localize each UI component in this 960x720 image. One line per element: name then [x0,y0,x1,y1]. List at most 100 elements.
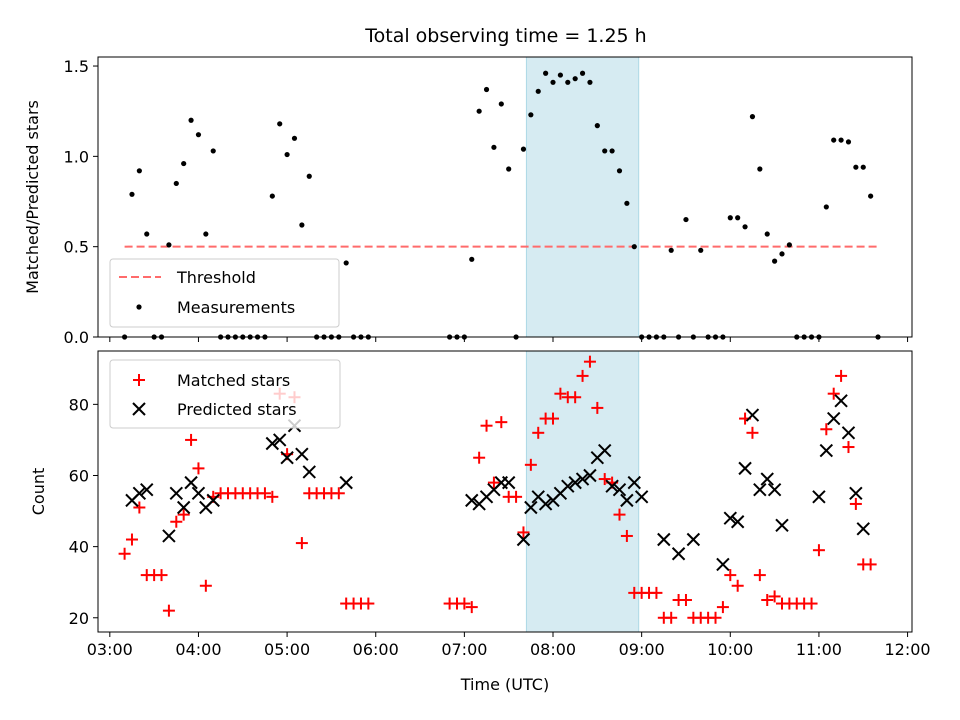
matched-star-point [266,490,279,503]
measurement-point [631,244,637,250]
matched-star-point [133,501,146,514]
matched-star-point [465,601,478,614]
matched-star-point [746,426,759,439]
predicted-star-point [634,490,649,504]
matched-star-point [768,590,781,603]
measurement-point [306,173,312,179]
matched-star-point [827,387,840,400]
predicted-star-point [162,529,176,543]
predicted-star-point [612,483,627,497]
matched-star-point [118,547,131,560]
measurement-point [735,215,741,221]
predicted-star-point [184,475,198,490]
top-plot-frame [97,56,913,338]
measurement-point [188,117,194,123]
predicted-star-point [465,493,479,508]
matched-star-point [724,569,737,582]
matched-star-point [716,601,729,614]
measurement-point [269,193,275,199]
top-panel: 0.0 0.5 1.0 1.5 Matched/Predicted stars Thr… [23,56,913,347]
predicted-star-point [841,426,856,440]
predicted-star-point [657,532,671,547]
predicted-star-point [834,394,848,408]
x-axis-label: Time (UTC) [460,675,549,694]
matched-star-point [665,611,678,624]
measurement-point [498,101,504,107]
matched-star-point [510,490,523,503]
measurement-point [616,168,623,174]
measurement-point [786,242,792,248]
matched-star-point [598,473,611,486]
measurement-point [772,258,778,264]
measurement-point [749,114,756,120]
matched-star-point [753,569,766,582]
measurement-point [277,121,283,127]
predicted-star-point [598,443,612,458]
matched-star-point [820,423,833,436]
predicted-star-point [169,486,184,500]
measurement-point [520,146,527,152]
predicted-star-point [140,483,154,497]
predicted-star-point [501,475,516,490]
predicted-star-point [745,408,760,422]
y-tick-label: 20 [69,609,89,628]
matched-star-point [532,426,545,439]
matched-star-point [583,355,596,368]
measurement-point [136,168,142,174]
x-tick-label: 09:00 [619,640,665,659]
matched-star-point [576,369,589,382]
matched-star-point [650,586,663,599]
predicted-star-point [295,447,309,461]
matched-star-point [332,487,345,500]
predicted-star-point [265,436,280,451]
x-tick-label: 12:00 [885,640,931,659]
matched-star-point [192,462,205,475]
matched-star-point [805,597,818,610]
legend-matched-label: Matched stars [177,371,290,390]
measurement-point [764,231,770,237]
measurement-point [853,164,859,170]
measurement-point [594,123,600,129]
predicted-star-point [760,472,774,486]
matched-star-point [812,544,825,557]
measurement-point [609,148,615,154]
y-tick-label: 60 [69,466,89,485]
bottom-plot-frame [97,350,913,633]
legend-measurements-label: Measurements [177,298,295,317]
bottom-y-ticks: 20 40 60 80 [69,395,98,628]
y-tick-label: 0.0 [64,328,89,347]
measurement-point [823,204,829,210]
chart-title: Total observing time = 1.25 h [364,25,646,47]
predicted-star-point [812,490,826,504]
matched-star-point [362,597,375,610]
matched-star-point [842,441,855,454]
bottom-x-ticks: 03:00 04:00 05:00 06:00 07:00 08:00 09:00 10:00… [87,632,931,659]
predicted-star-point [605,479,619,493]
bottom-legend: Matched stars Predicted stars [109,359,341,429]
legend-matched-swatch [133,374,145,386]
measurement-point [528,112,534,118]
matched-star-point [835,369,848,382]
measurement-point [860,164,866,170]
x-tick-label: 08:00 [530,640,576,659]
predicted-star-point [627,475,641,490]
legend-predicted-label: Predicted stars [177,400,297,419]
predicted-star-point [176,500,191,515]
matched-star-point [731,579,744,592]
matched-star-point [155,569,168,582]
measurement-point [491,144,497,150]
predicted-star-point [849,486,863,500]
measurement-point [779,251,785,257]
measurement-point [683,216,689,223]
matched-star-point [613,508,626,521]
matched-star-point [495,416,508,429]
measurement-point [166,242,172,248]
predicted-star-point [568,475,582,490]
measurement-point [173,180,179,187]
measurement-point [845,139,852,145]
measurement-point [343,260,349,266]
measurement-point [483,86,490,93]
predicted-star-point [524,500,538,515]
matched-star-point [170,515,183,528]
